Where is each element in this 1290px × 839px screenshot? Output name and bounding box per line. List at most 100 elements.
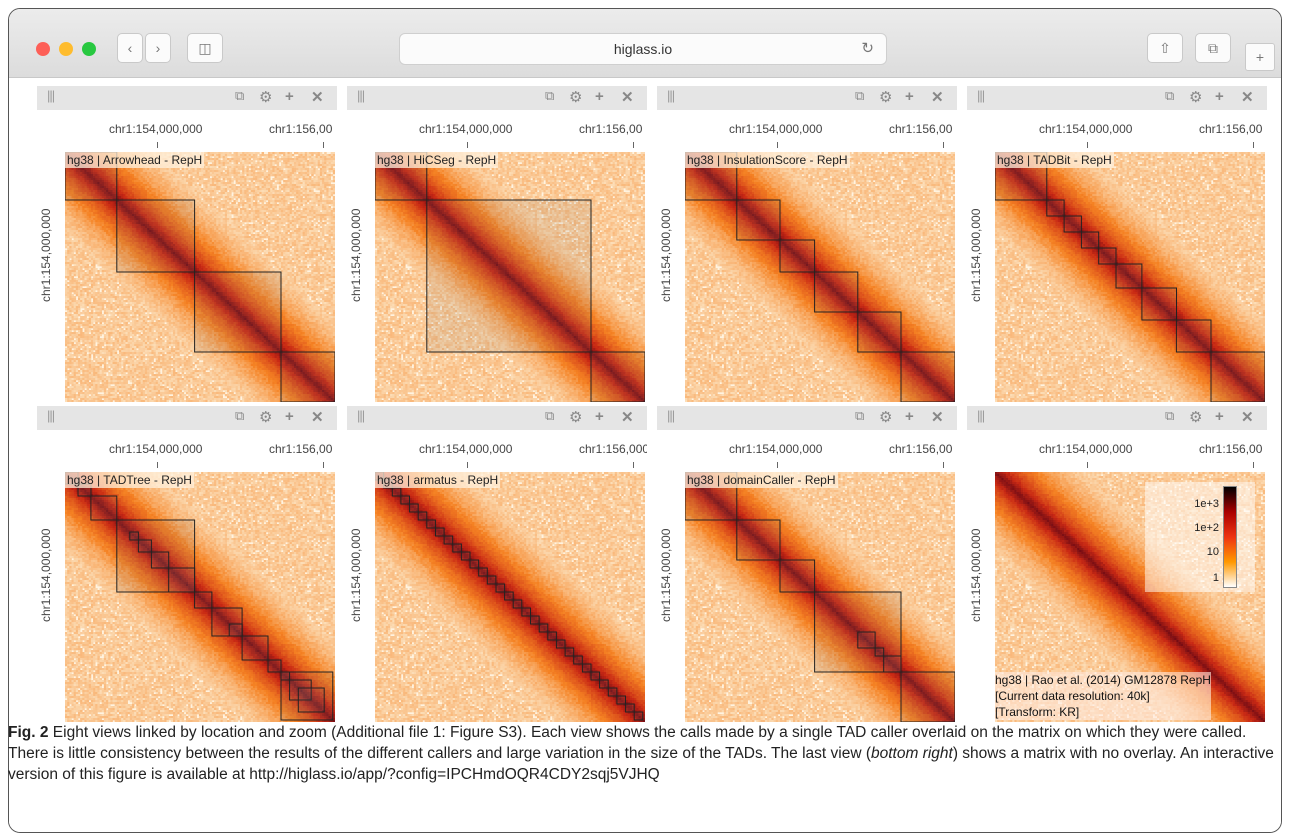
view-header[interactable]: ||| ⧉ ⚙ + ✕	[347, 406, 647, 430]
left-axis: chr1:154,000,000	[657, 472, 685, 722]
close-view-icon[interactable]: ✕	[621, 88, 634, 106]
copy-icon[interactable]: ⧉	[235, 88, 244, 104]
tad-box	[608, 688, 617, 696]
close-window-button[interactable]	[36, 42, 50, 56]
close-view-icon[interactable]: ✕	[931, 88, 944, 106]
gear-icon[interactable]: ⚙	[1189, 408, 1202, 426]
share-icon: ⇧	[1159, 40, 1171, 56]
gear-icon[interactable]: ⚙	[1189, 88, 1202, 106]
close-view-icon[interactable]: ✕	[311, 408, 324, 426]
view-panel[interactable]: ||| ⧉ ⚙ + ✕ chr1:154,000,000 chr1:156,00 …	[657, 86, 957, 401]
caption-label: Fig. 2	[8, 724, 48, 741]
tad-box	[268, 660, 281, 672]
add-track-icon[interactable]: +	[1215, 88, 1224, 105]
view-header[interactable]: ||| ⧉ ⚙ + ✕	[37, 406, 337, 430]
new-tab-button[interactable]: +	[1245, 43, 1275, 71]
copy-icon[interactable]: ⧉	[545, 88, 554, 104]
heatmap-matrix[interactable]: hg38 | domainCaller - RepH	[685, 472, 955, 722]
drag-handle-icon[interactable]: |||	[977, 88, 984, 103]
add-track-icon[interactable]: +	[595, 408, 604, 425]
drag-handle-icon[interactable]: |||	[357, 88, 364, 103]
drag-handle-icon[interactable]: |||	[357, 408, 364, 423]
view-header[interactable]: ||| ⧉ ⚙ + ✕	[657, 86, 957, 110]
reload-icon[interactable]: ↻	[861, 34, 874, 64]
view-panel[interactable]: ||| ⧉ ⚙ + ✕ chr1:154,000,000 chr1:156,00 …	[347, 86, 647, 401]
tad-box	[1081, 232, 1098, 248]
heatmap-matrix[interactable]: hg38 | TADTree - RepH	[65, 472, 335, 722]
close-view-icon[interactable]: ✕	[1241, 408, 1254, 426]
view-header[interactable]: ||| ⧉ ⚙ + ✕	[967, 86, 1267, 110]
drag-handle-icon[interactable]: |||	[47, 408, 54, 423]
drag-handle-icon[interactable]: |||	[667, 88, 674, 103]
copy-icon[interactable]: ⧉	[1165, 408, 1174, 424]
copy-icon[interactable]: ⧉	[1165, 88, 1174, 104]
tad-box	[487, 576, 496, 584]
tad-box	[574, 656, 583, 664]
view-header[interactable]: ||| ⧉ ⚙ + ✕	[657, 406, 957, 430]
heatmap-matrix[interactable]: hg38 | armatus - RepH	[375, 472, 645, 722]
share-button[interactable]: ⇧	[1147, 33, 1183, 63]
drag-handle-icon[interactable]: |||	[47, 88, 54, 103]
close-view-icon[interactable]: ✕	[621, 408, 634, 426]
copy-icon[interactable]: ⧉	[235, 408, 244, 424]
back-button[interactable]: ‹	[117, 33, 143, 63]
close-view-icon[interactable]: ✕	[931, 408, 944, 426]
add-track-icon[interactable]: +	[905, 88, 914, 105]
view-header[interactable]: ||| ⧉ ⚙ + ✕	[967, 406, 1267, 430]
heatmap-matrix[interactable]: hg38 | HiCSeg - RepH	[375, 152, 645, 402]
view-panel[interactable]: ||| ⧉ ⚙ + ✕ chr1:154,000,000 chr1:156,00 …	[37, 406, 337, 721]
caption-italic: bottom right	[871, 745, 953, 762]
add-track-icon[interactable]: +	[285, 88, 294, 105]
add-track-icon[interactable]: +	[285, 408, 294, 425]
add-track-icon[interactable]: +	[1215, 408, 1224, 425]
heatmap-matrix[interactable]: 1e+3 1e+2 10 1 hg38 | Rao et al. (2014) GM12…	[995, 472, 1265, 722]
view-panel[interactable]: ||| ⧉ ⚙ + ✕ chr1:154,000,000 chr1:156,000…	[347, 406, 647, 721]
zoom-window-button[interactable]	[82, 42, 96, 56]
tick-label: chr1:154,000,000	[419, 122, 512, 136]
view-header[interactable]: ||| ⧉ ⚙ + ✕	[347, 86, 647, 110]
heatmap-matrix[interactable]: hg38 | InsulationScore - RepH	[685, 152, 955, 402]
drag-handle-icon[interactable]: |||	[977, 408, 984, 423]
tad-box	[298, 688, 324, 712]
add-track-icon[interactable]: +	[905, 408, 914, 425]
gear-icon[interactable]: ⚙	[879, 88, 892, 106]
copy-icon[interactable]: ⧉	[545, 408, 554, 424]
heatmap-matrix[interactable]: hg38 | TADBit - RepH	[995, 152, 1265, 402]
tad-box	[461, 552, 470, 560]
tad-box	[242, 636, 268, 660]
copy-icon[interactable]: ⧉	[855, 408, 864, 424]
view-panel[interactable]: ||| ⧉ ⚙ + ✕ chr1:154,000,000 chr1:156,00 …	[657, 406, 957, 721]
tad-box	[418, 512, 427, 520]
colorbar-legend[interactable]: 1e+3 1e+2 10 1	[1145, 482, 1255, 592]
tick-mark	[467, 142, 468, 148]
sidebar-toggle-button[interactable]: ◫	[187, 33, 223, 63]
copy-icon[interactable]: ⧉	[855, 88, 864, 104]
gear-icon[interactable]: ⚙	[569, 88, 582, 106]
view-header[interactable]: ||| ⧉ ⚙ + ✕	[37, 86, 337, 110]
top-axis: chr1:154,000,000 chr1:156,00	[657, 432, 957, 472]
add-track-icon[interactable]: +	[595, 88, 604, 105]
tabs-button[interactable]: ⧉	[1195, 33, 1231, 63]
top-axis: chr1:154,000,000 chr1:156,00	[657, 112, 957, 152]
view-panel[interactable]: ||| ⧉ ⚙ + ✕ chr1:154,000,000 chr1:156,00 …	[967, 406, 1267, 721]
tad-box	[281, 672, 290, 680]
gear-icon[interactable]: ⚙	[259, 88, 272, 106]
gear-icon[interactable]: ⚙	[879, 408, 892, 426]
tick-label: chr1:154,000,000	[39, 529, 53, 622]
tick-mark	[1087, 462, 1088, 468]
minimize-window-button[interactable]	[59, 42, 73, 56]
view-panel[interactable]: ||| ⧉ ⚙ + ✕ chr1:154,000,000 chr1:156,00 …	[967, 86, 1267, 401]
gear-icon[interactable]: ⚙	[259, 408, 272, 426]
track-label: hg38 | InsulationScore - RepH	[685, 152, 850, 168]
tick-mark	[1253, 462, 1254, 468]
address-bar[interactable]: higlass.io ↻	[399, 33, 887, 65]
forward-button[interactable]: ›	[145, 33, 171, 63]
close-view-icon[interactable]: ✕	[311, 88, 324, 106]
gear-icon[interactable]: ⚙	[569, 408, 582, 426]
drag-handle-icon[interactable]: |||	[667, 408, 674, 423]
colorbar[interactable]	[1223, 486, 1237, 588]
close-view-icon[interactable]: ✕	[1241, 88, 1254, 106]
view-panel[interactable]: ||| ⧉ ⚙ + ✕ chr1:154,000,000 chr1:156,00 …	[37, 86, 337, 401]
heatmap-matrix[interactable]: hg38 | Arrowhead - RepH	[65, 152, 335, 402]
tad-box	[130, 532, 139, 540]
